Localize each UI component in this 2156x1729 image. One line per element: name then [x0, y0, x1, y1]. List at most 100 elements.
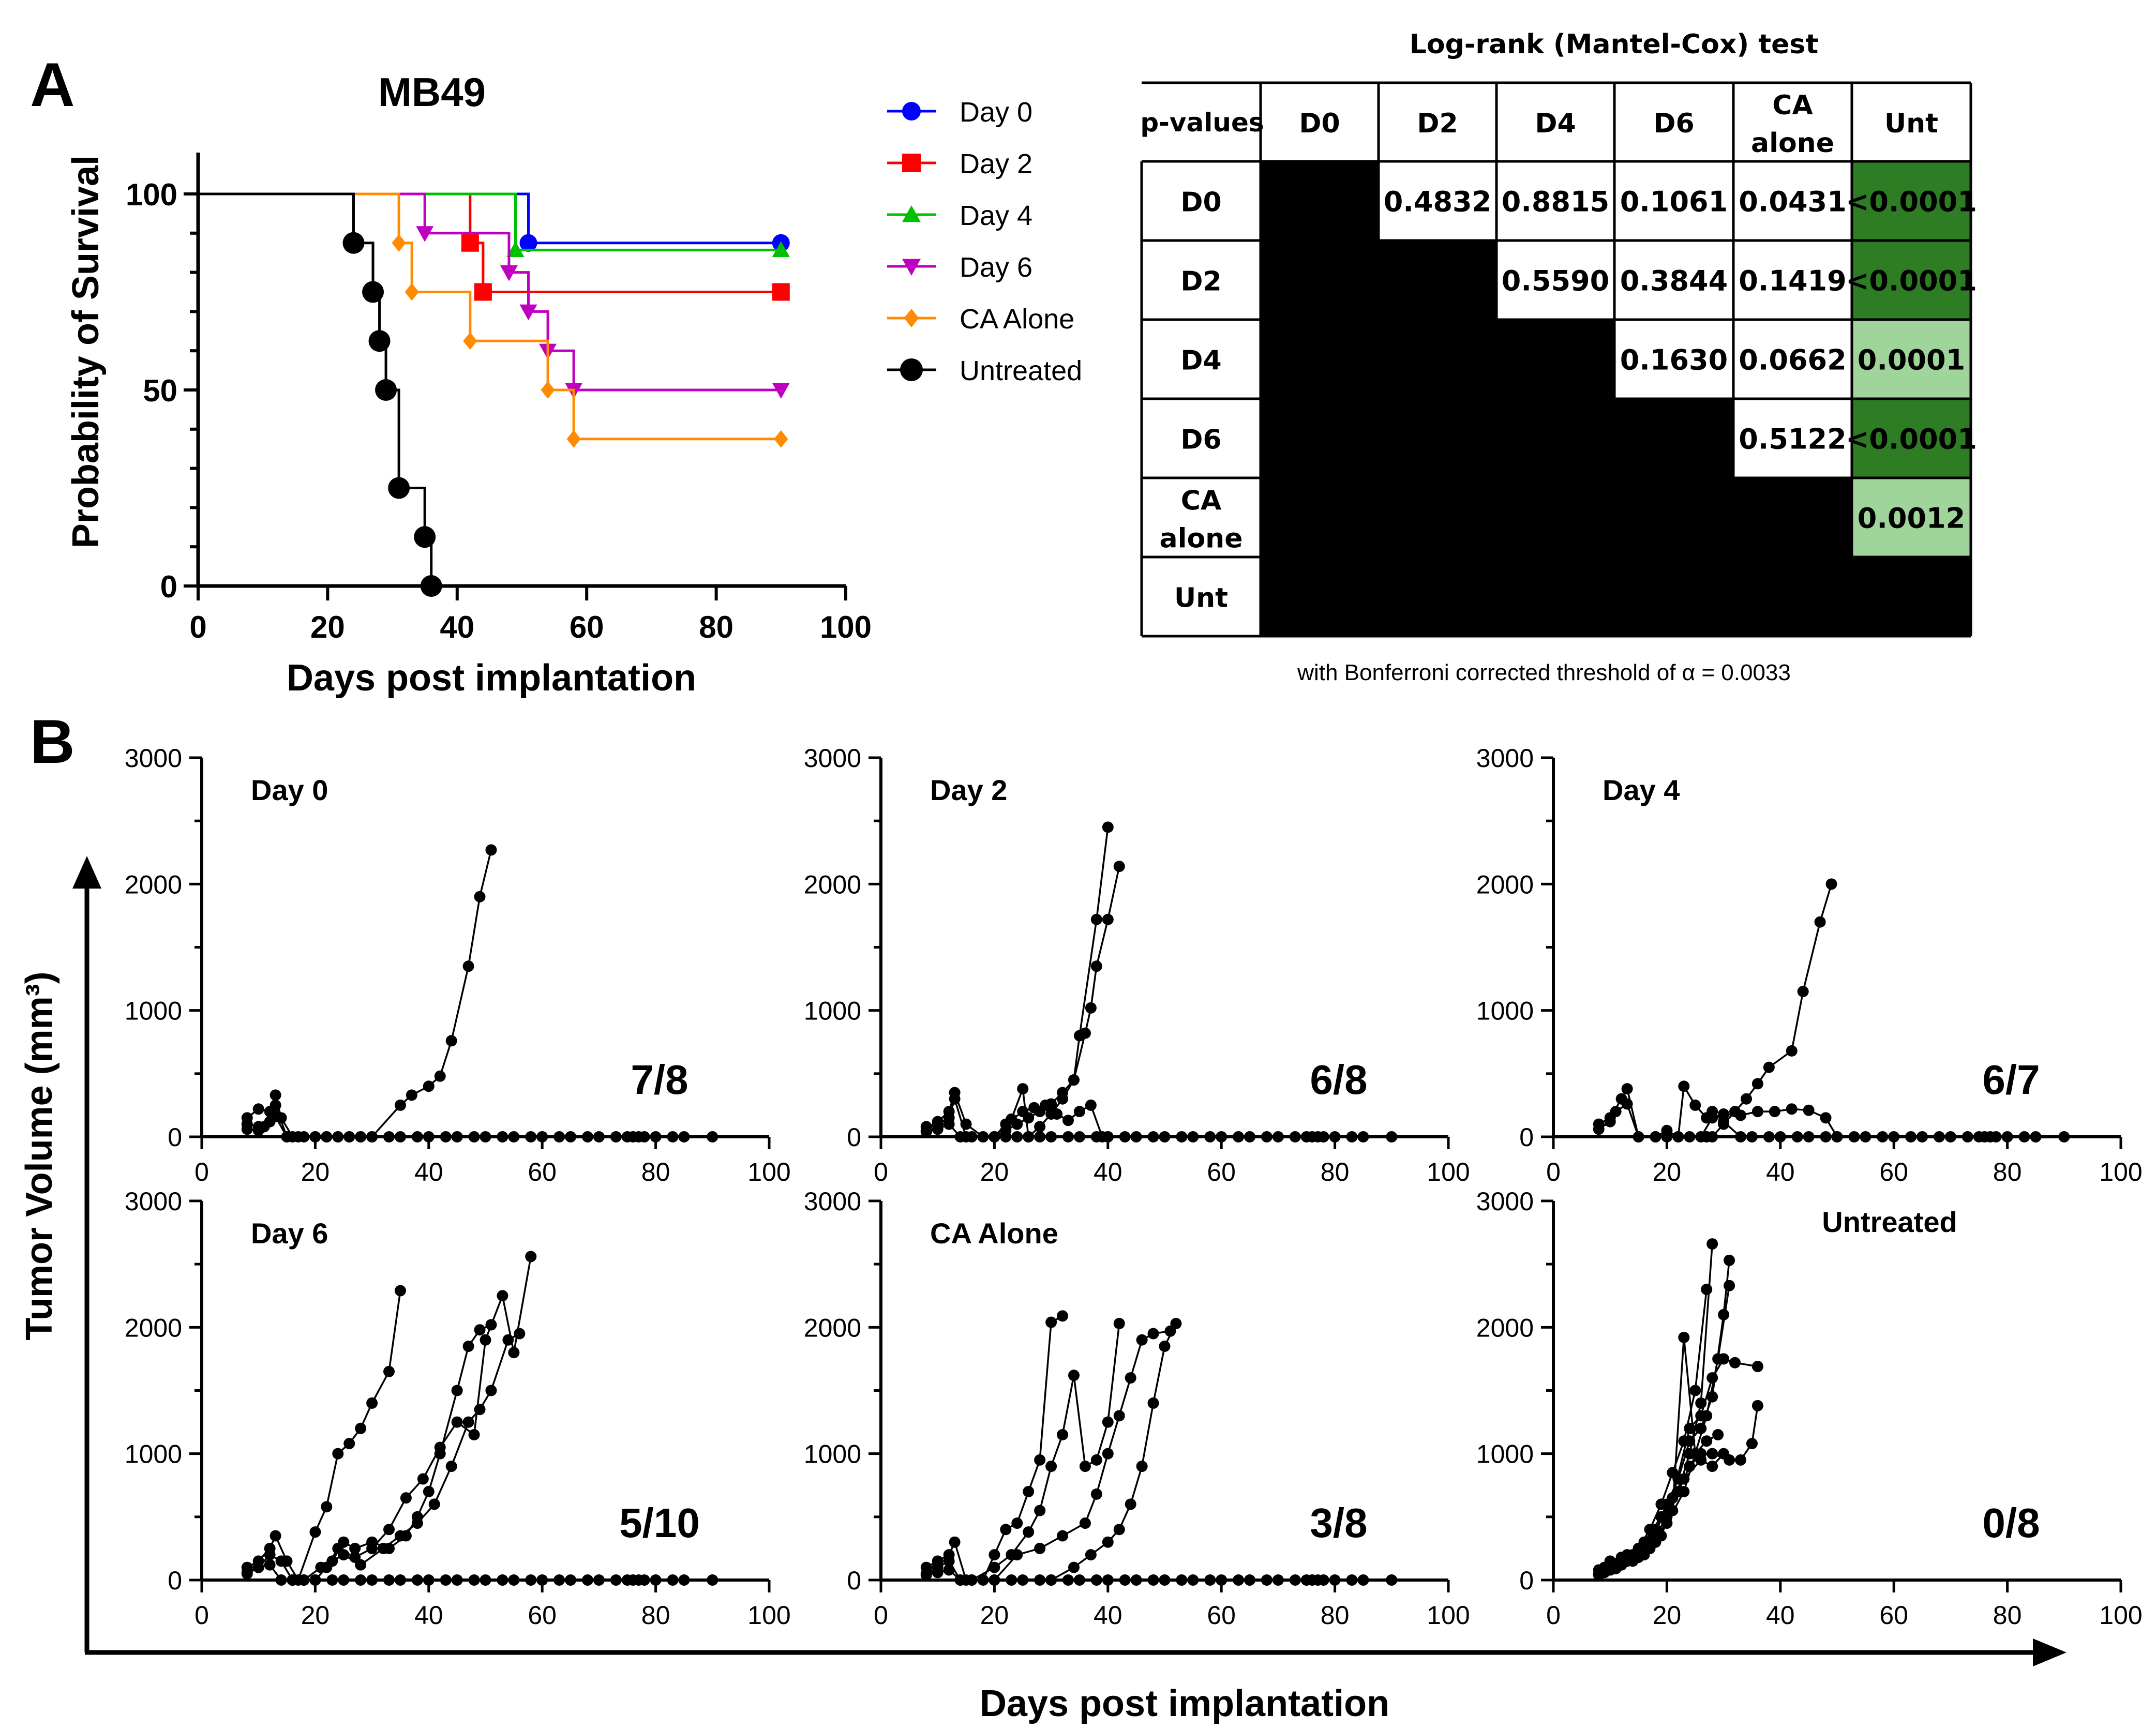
logrank-p-value: 0.0012 [1858, 502, 1965, 535]
logrank-p-value: 0.8815 [1502, 186, 1609, 218]
tumor-point [989, 1561, 1000, 1573]
tumor-point [1386, 1131, 1398, 1142]
survival-y-label: Probability of Survival [65, 155, 107, 548]
tumor-point [1917, 1131, 1928, 1142]
tumor-point [2018, 1131, 2030, 1142]
logrank-blank-cell [1496, 320, 1614, 399]
tumor-point [1034, 1121, 1046, 1133]
tumor-curve [1045, 1318, 1182, 1586]
tumor-point [1667, 1505, 1679, 1516]
tumor-point [1706, 1461, 1718, 1472]
tumor-y-tick-label: 1000 [125, 997, 182, 1026]
tumor-y-tick-label: 3000 [804, 1187, 861, 1216]
tumor-point [1650, 1536, 1661, 1548]
logrank-col-header-line2: alone [1751, 128, 1834, 159]
tumor-y-tick-label: 0 [168, 1566, 182, 1595]
tumor-point [309, 1526, 321, 1538]
tumor-point [1113, 1410, 1125, 1422]
tumor-point [1746, 1131, 1758, 1142]
logrank-cell [1733, 240, 1852, 320]
logrank-cell [1852, 161, 1971, 240]
logrank-p-value: 0.0001 [1858, 344, 1965, 377]
tumor-point [1724, 1254, 1735, 1266]
tumor-point [1944, 1131, 1956, 1142]
tumor-point [1204, 1574, 1216, 1586]
tumor-point [270, 1110, 281, 1122]
survival-point [463, 332, 477, 350]
tumor-point [1090, 1488, 1102, 1500]
tumor-point [1706, 1238, 1718, 1250]
tumor-x-tick-label: 40 [414, 1601, 443, 1630]
logrank-blank-cell [1261, 240, 1379, 320]
tumor-y-tick-label: 2000 [804, 870, 861, 899]
tumor-point [383, 1524, 395, 1536]
logrank-col-header: D2 [1417, 108, 1458, 139]
survival-x-tick-label: 60 [570, 610, 604, 644]
tumor-point [1689, 1385, 1701, 1396]
tumor-point [485, 844, 497, 856]
tumor-point [1803, 1104, 1815, 1116]
tumor-point [678, 1574, 690, 1586]
tumor-curve [241, 1559, 718, 1586]
tumor-point [1684, 1461, 1696, 1472]
tumor-point [1706, 1448, 1718, 1460]
legend-entry: CA Alone [887, 304, 1074, 335]
tumor-y-tick-label: 1000 [1476, 997, 1534, 1026]
tumor-point [1905, 1131, 1917, 1142]
tumor-curve-line [1598, 883, 1833, 1138]
tumor-x-tick-label: 100 [2099, 1157, 2142, 1186]
tumor-point [451, 1416, 463, 1428]
tumor-x-tick-label: 80 [1993, 1601, 2022, 1630]
tumor-point [1006, 1574, 1017, 1586]
tumor-curve-line [292, 1333, 520, 1581]
tumor-point [411, 1574, 423, 1586]
tumor-point [411, 1131, 423, 1142]
survival-y-tick-label: 50 [143, 373, 177, 408]
tumor-point [1073, 1106, 1085, 1118]
tumor-point [989, 1549, 1000, 1561]
logrank-blank-cell [1379, 320, 1496, 399]
tumor-point [1062, 1574, 1074, 1586]
tumor-point [1848, 1131, 1860, 1142]
tumor-point [400, 1492, 412, 1504]
survival-chart: MB49 Days post implantation Probability … [65, 69, 872, 699]
tumor-point [514, 1328, 526, 1340]
tumor-point [462, 1340, 474, 1352]
tumor-point [1068, 1561, 1080, 1573]
tumor-point [1724, 1280, 1735, 1291]
tumor-point [423, 1080, 435, 1092]
tumor-point [650, 1574, 662, 1586]
logrank-row-header: D0 [1180, 187, 1221, 218]
tumor-point [1763, 1061, 1775, 1073]
tumor-curve [1615, 1331, 1724, 1571]
tumor-point [1119, 1574, 1131, 1586]
tumor-point [1073, 1131, 1085, 1142]
tumor-point [394, 1131, 406, 1142]
survival-point [420, 575, 442, 597]
tumor-point [1147, 1397, 1159, 1409]
tumor-curve [920, 861, 1125, 1142]
tumor-point [1045, 1316, 1057, 1328]
tumor-point [1706, 1131, 1718, 1142]
tumor-point [1820, 1131, 1832, 1142]
tumor-point [1102, 1536, 1114, 1548]
tumor-point [355, 1574, 367, 1586]
tumor-point [1706, 1391, 1718, 1403]
legend-label: Untreated [960, 355, 1082, 386]
tumor-point [264, 1549, 276, 1561]
tumor-x-tick-label: 60 [1879, 1601, 1908, 1630]
tumor-point [1102, 1448, 1114, 1460]
tumor-y-tick-label: 0 [847, 1566, 861, 1595]
tumor-point [954, 1131, 966, 1142]
tumor-point [1990, 1131, 2002, 1142]
tumor-curve-line [925, 1315, 1063, 1581]
logrank-blank-cell [1379, 399, 1496, 478]
tumor-point [1034, 1505, 1046, 1516]
tumor-point [2058, 1131, 2070, 1142]
tumor-point [1701, 1284, 1713, 1296]
tumor-point [1604, 1116, 1616, 1127]
tumor-point [1706, 1372, 1718, 1384]
